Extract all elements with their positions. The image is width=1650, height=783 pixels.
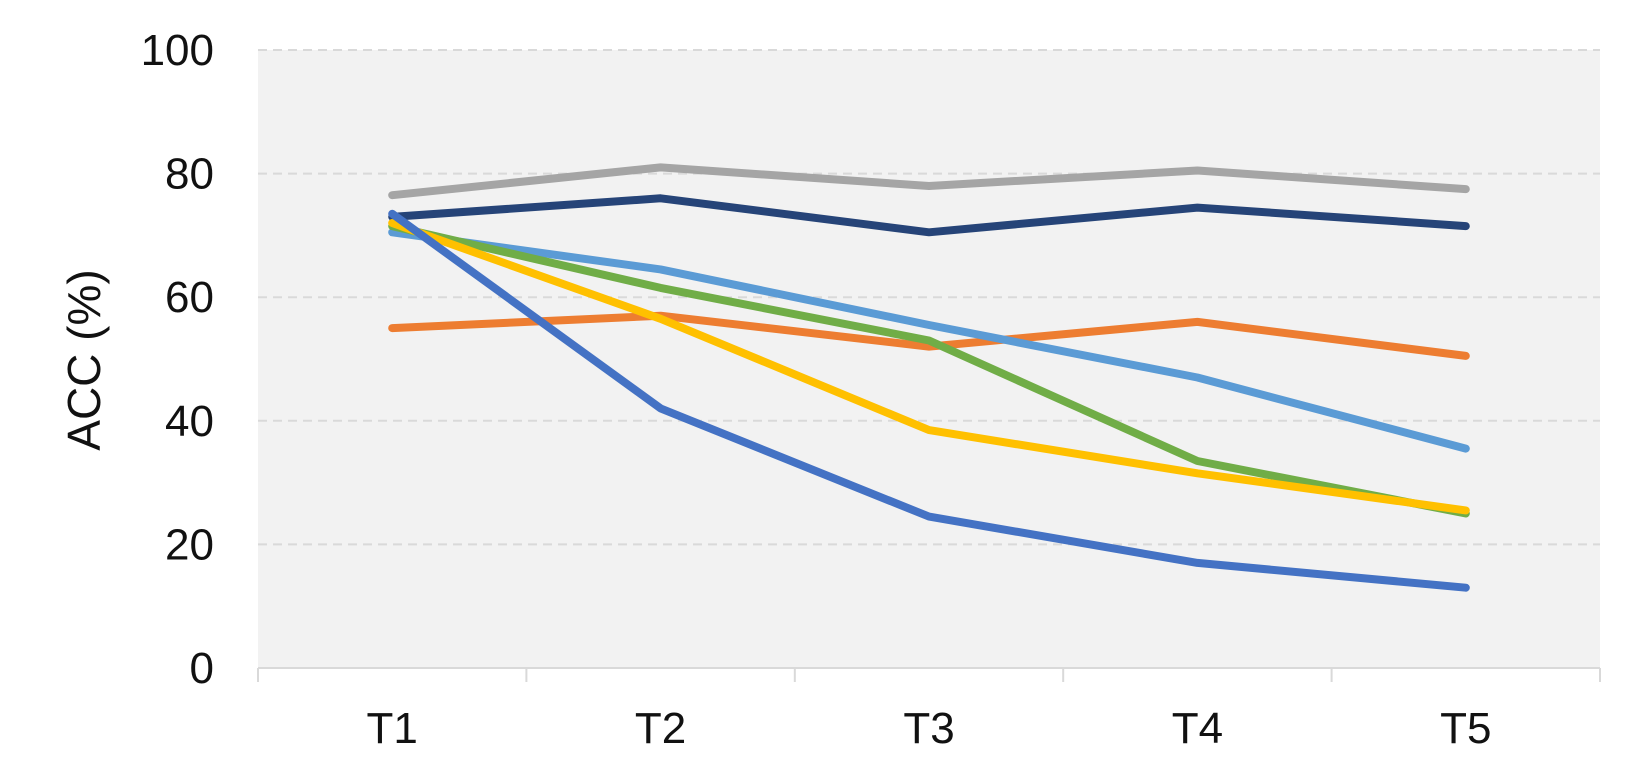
series-lines [388, 163, 1470, 592]
series-line-2 [388, 194, 1470, 237]
y-tick-label-40: 40 [165, 397, 214, 446]
x-tick-label-T2: T2 [635, 704, 686, 753]
y-tick-label-80: 80 [165, 150, 214, 199]
x-tick-label-T5: T5 [1440, 704, 1491, 753]
y-axis-title: ACC (%) [58, 269, 110, 450]
series-line-4 [388, 228, 1470, 453]
x-tick-label-T4: T4 [1172, 704, 1223, 753]
y-tick-label-20: 20 [165, 520, 214, 569]
series-line-7 [388, 209, 1470, 592]
y-axis-tick-labels: 0 20 40 60 80 100 [141, 26, 214, 693]
series-line-1 [388, 163, 1470, 200]
x-axis-tick-labels: T1 T2 T3 T4 T5 [367, 704, 1492, 753]
x-axis [257, 667, 1601, 682]
x-tick-label-T1: T1 [367, 704, 418, 753]
y-tick-label-60: 60 [165, 273, 214, 322]
y-tick-label-0: 0 [190, 644, 214, 693]
series-line-6 [388, 219, 1470, 515]
series-line-3 [388, 311, 1470, 360]
plot-area-background [258, 50, 1600, 668]
y-tick-label-100: 100 [141, 26, 214, 75]
x-tick-label-T3: T3 [903, 704, 954, 753]
series-line-5 [388, 222, 1470, 518]
